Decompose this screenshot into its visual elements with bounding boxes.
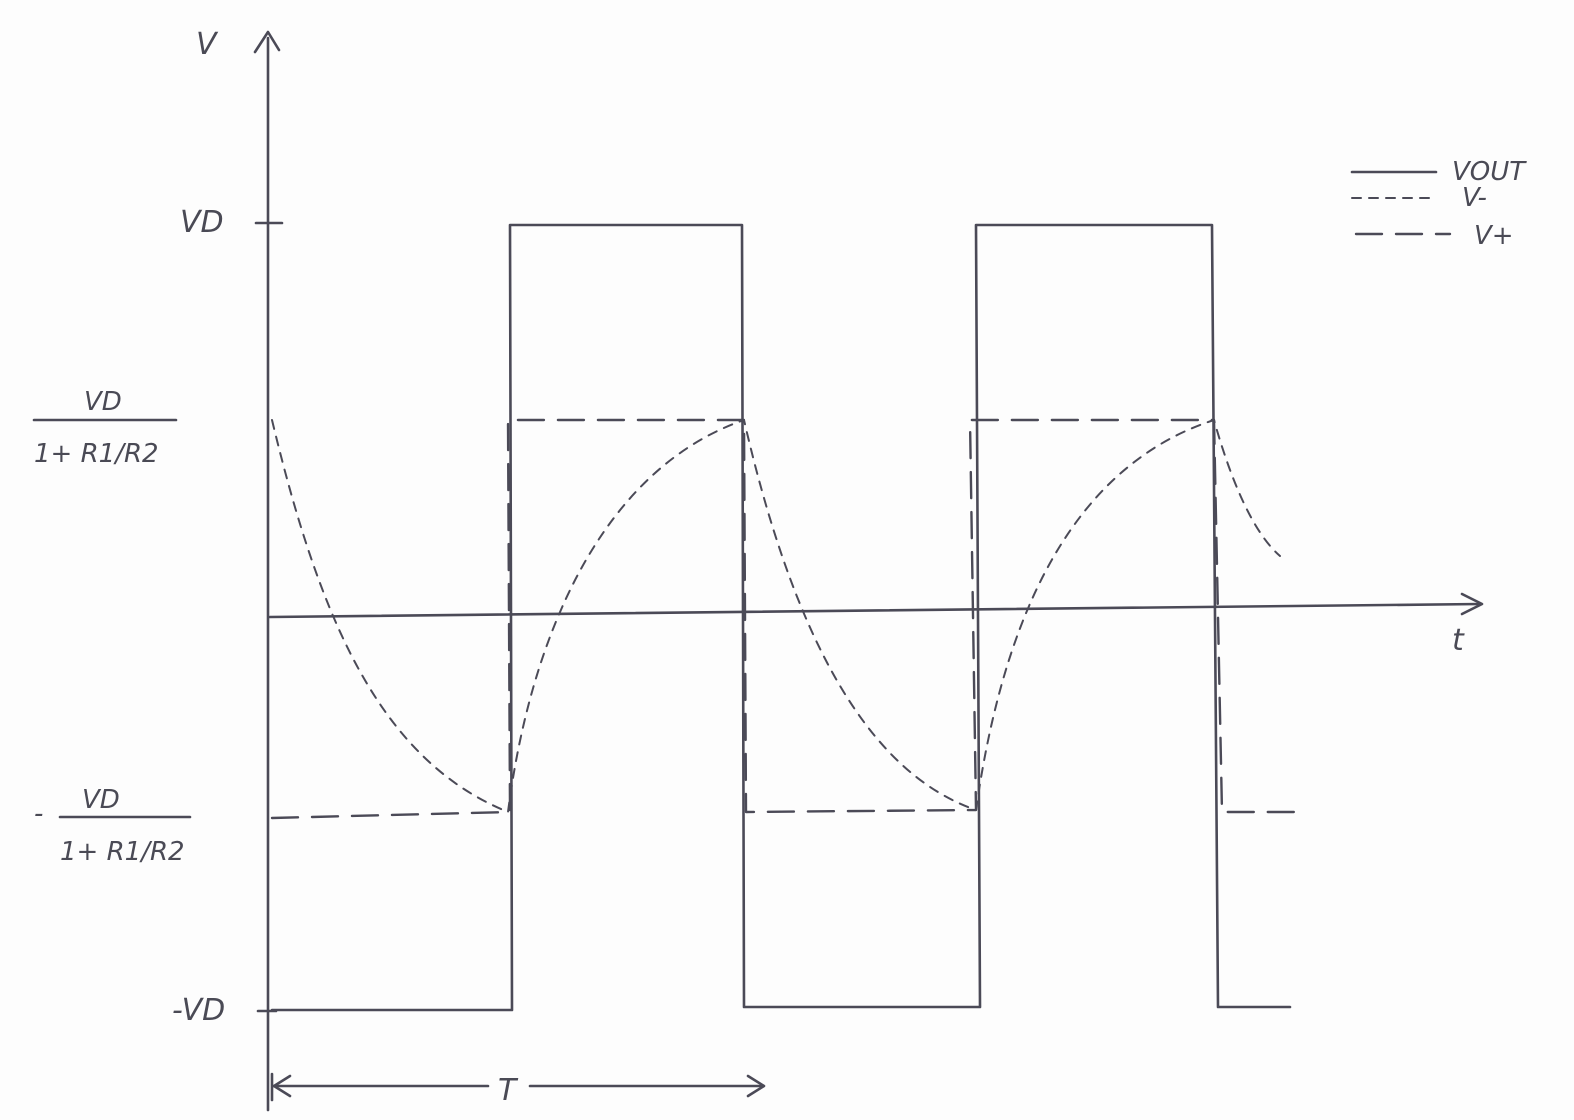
- y-axis-arrowhead: [253, 30, 281, 54]
- v-minus-waveform: [271, 419, 1281, 813]
- label-neg-vd: -VD: [172, 993, 225, 1028]
- label-neg-threshold-denominator: 1+ R1/R2: [60, 837, 185, 867]
- axes: V t: [196, 27, 1484, 1112]
- legend: VOUT V- V+: [1350, 157, 1527, 251]
- period-arrowhead-right: [746, 1074, 766, 1098]
- period-marker: T: [270, 1072, 766, 1108]
- period-label: T: [498, 1073, 519, 1108]
- level-labels: VD VD 1+ R1/R2 - VD 1+ R1/R2 -VD: [34, 205, 225, 1028]
- legend-label-v-minus: V-: [1462, 183, 1487, 213]
- x-axis-label: t: [1452, 623, 1465, 658]
- label-neg-threshold-numerator: VD: [82, 785, 120, 815]
- legend-label-vout: VOUT: [1452, 157, 1527, 187]
- label-vd: VD: [180, 205, 224, 240]
- period-arrowhead-left: [272, 1074, 292, 1098]
- x-axis: [268, 602, 1482, 619]
- label-pos-threshold-denominator: 1+ R1/R2: [34, 439, 159, 469]
- y-ticks: [32, 221, 284, 1013]
- vout-waveform: [270, 223, 1292, 1012]
- label-neg-threshold-prefix: -: [34, 799, 43, 829]
- label-pos-threshold-numerator: VD: [84, 387, 122, 417]
- v-plus-waveform: [270, 418, 1302, 820]
- x-axis-arrowhead: [1460, 592, 1484, 616]
- y-axis-label: V: [196, 27, 219, 62]
- legend-label-v-plus: V+: [1474, 221, 1514, 251]
